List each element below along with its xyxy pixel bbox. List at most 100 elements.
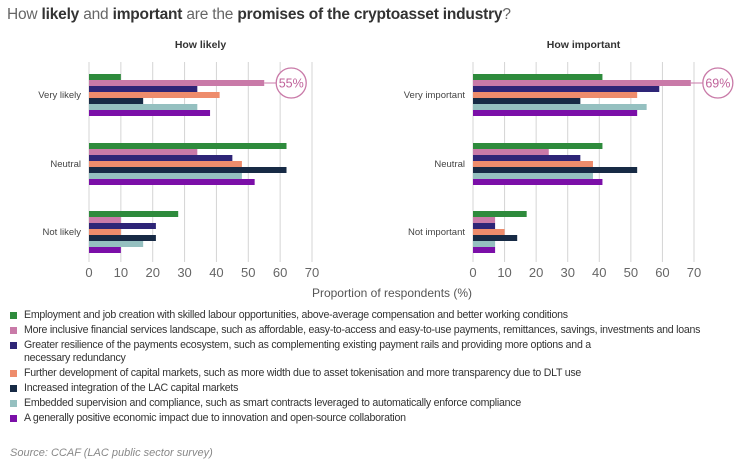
- bar: [89, 86, 198, 92]
- legend-label: Employment and job creation with skilled…: [24, 309, 568, 321]
- legend-swatch: [10, 342, 17, 349]
- bar: [473, 179, 603, 185]
- bar: [473, 211, 527, 217]
- x-tick-label: 70: [687, 265, 701, 280]
- x-tick-label: 70: [305, 265, 319, 280]
- bar: [473, 74, 603, 80]
- category-label: Neutral: [434, 159, 465, 170]
- bar: [473, 173, 593, 179]
- annotation-label: 69%: [705, 77, 730, 91]
- legend-label: Greater resilience of the payments ecosy…: [24, 339, 591, 364]
- panel-title: How important: [547, 39, 621, 51]
- source-note: Source: CCAF (LAC public sector survey): [10, 447, 213, 459]
- legend-item: Increased integration of the LAC capital…: [10, 382, 745, 395]
- legend-swatch: [10, 370, 17, 377]
- legend-swatch: [10, 400, 17, 407]
- title-segment: promises of the cryptoasset industry: [237, 6, 503, 23]
- x-tick-label: 20: [529, 265, 543, 280]
- bar: [473, 110, 638, 116]
- x-tick-label: 40: [592, 265, 606, 280]
- legend-item: Greater resilience of the payments ecosy…: [10, 339, 745, 365]
- legend-item: Employment and job creation with skilled…: [10, 309, 745, 322]
- bar: [473, 161, 593, 167]
- title-segment: and: [79, 6, 113, 23]
- bar: [89, 179, 255, 185]
- x-tick-label: 50: [241, 265, 255, 280]
- legend-item: Embedded supervision and compliance, suc…: [10, 397, 745, 410]
- category-label: Neutral: [50, 159, 81, 170]
- legend-label: Increased integration of the LAC capital…: [24, 382, 239, 394]
- panel-title: How likely: [175, 39, 227, 51]
- x-tick-label: 10: [114, 265, 128, 280]
- bar: [89, 235, 156, 241]
- category-label: Very likely: [38, 90, 81, 101]
- x-axis-label: Proportion of respondents (%): [312, 286, 472, 300]
- x-tick-label: 30: [560, 265, 574, 280]
- bar: [89, 167, 287, 173]
- bar: [89, 155, 233, 161]
- chart-area: How likely 0 10 20 30 40 50 60 70 Very likely Neut…: [38, 39, 734, 300]
- bar: [89, 241, 144, 247]
- bar: [89, 80, 265, 86]
- bar: [89, 173, 242, 179]
- bar: [89, 217, 121, 223]
- legend-swatch: [10, 415, 17, 422]
- bar: [89, 247, 121, 253]
- legend-swatch: [10, 385, 17, 392]
- bar: [473, 86, 660, 92]
- bar: [473, 223, 496, 229]
- chart-title: How likely and important are the promise…: [7, 6, 511, 24]
- title-segment: ?: [502, 6, 511, 23]
- bar: [89, 92, 220, 98]
- legend-item: A generally positive economic impact due…: [10, 412, 745, 425]
- bar: [473, 167, 638, 173]
- bar: [473, 104, 647, 110]
- bar: [473, 143, 603, 149]
- bar: [473, 229, 505, 235]
- legend-swatch: [10, 327, 17, 334]
- bar: [89, 143, 287, 149]
- annotation-label: 55%: [279, 77, 304, 91]
- x-tick-label: 0: [85, 265, 92, 280]
- x-tick-label: 20: [145, 265, 159, 280]
- title-segment: How: [7, 6, 42, 23]
- title-segment: likely: [41, 6, 80, 23]
- bar: [89, 74, 121, 80]
- category-label: Very important: [404, 90, 466, 101]
- x-tick-label: 30: [177, 265, 191, 280]
- bar: [473, 98, 581, 104]
- bar: [473, 241, 496, 247]
- title-segment: important: [112, 6, 183, 23]
- bar: [473, 80, 691, 86]
- bar: [89, 98, 144, 104]
- bar: [473, 155, 581, 161]
- bar: [89, 223, 156, 229]
- x-tick-label: 60: [273, 265, 287, 280]
- x-tick-label: 10: [497, 265, 511, 280]
- bar: [473, 235, 518, 241]
- bar: [89, 211, 179, 217]
- legend-item: Further development of capital markets, …: [10, 367, 745, 380]
- x-tick-label: 40: [209, 265, 223, 280]
- bar: [473, 149, 549, 155]
- legend-label: Embedded supervision and compliance, suc…: [24, 397, 521, 409]
- bar: [473, 92, 638, 98]
- annotation-circle: [275, 67, 307, 99]
- legend-swatch: [10, 312, 17, 319]
- bar: [473, 247, 496, 253]
- bar: [89, 110, 211, 116]
- bar: [89, 229, 121, 235]
- legend-item: More inclusive financial services landsc…: [10, 324, 745, 337]
- bar: [89, 161, 242, 167]
- x-tick-label: 50: [624, 265, 638, 280]
- annotation-circle: [702, 67, 734, 99]
- bar: [473, 217, 496, 223]
- x-tick-label: 60: [655, 265, 669, 280]
- category-label: Not important: [408, 227, 465, 238]
- title-segment: are the: [182, 6, 238, 23]
- legend-label: A generally positive economic impact due…: [24, 412, 406, 424]
- x-tick-label: 0: [469, 265, 476, 280]
- category-label: Not likely: [42, 227, 81, 238]
- legend: Employment and job creation with skilled…: [10, 309, 745, 427]
- legend-label: More inclusive financial services landsc…: [24, 324, 701, 336]
